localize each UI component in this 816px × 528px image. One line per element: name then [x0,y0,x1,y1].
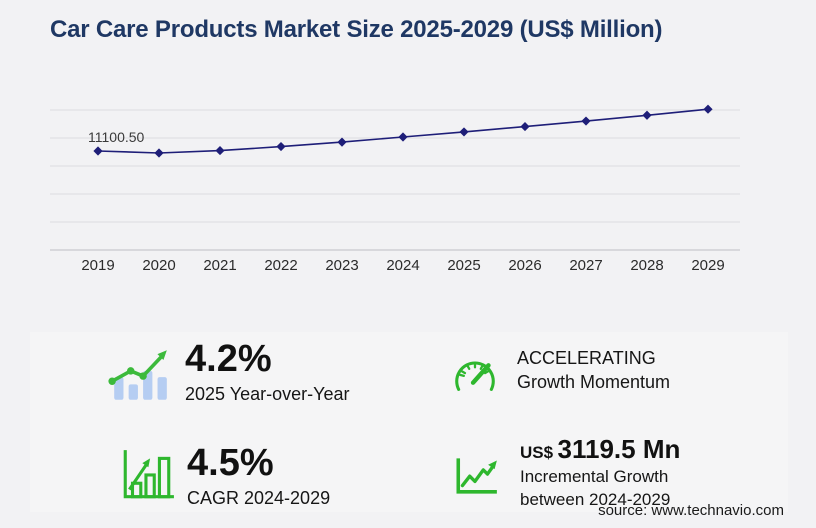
data-point-marker [93,146,103,156]
x-axis-label: 2025 [447,257,480,274]
data-point-marker [459,127,469,137]
incremental-currency: US$ [520,443,554,462]
page-title: Car Care Products Market Size 2025-2029 … [50,16,663,43]
x-axis-label: 2023 [325,257,358,274]
data-point-marker [398,132,408,142]
momentum-line1: ACCELERATING [517,348,656,368]
incremental-line2: between 2024-2029 [520,490,671,509]
stat-incremental: US$ 3119.5 Mn Incremental Growth between… [520,434,680,511]
x-axis-label: 2029 [691,257,724,274]
x-axis-label: 2021 [203,257,236,274]
data-point-marker [215,145,225,156]
yoy-value: 4.2% [185,338,272,380]
data-point-marker [337,137,347,147]
source-credit: source: www.technavio.com [598,502,784,519]
stats-panel: 4.2% 2025 Year-over-Year 4.5% CAGR 2024-… [30,332,788,512]
data-label: 11100.50 [88,129,145,145]
data-point-marker [154,148,164,158]
x-axis-label: 2026 [508,257,541,274]
bar-growth-arrow-icon [118,448,176,509]
line-growth-arrow-icon [452,448,500,501]
data-point-marker [642,110,652,120]
stat-momentum: ACCELERATING Growth Momentum [517,346,670,394]
stat-yoy: 4.2% 2025 Year-over-Year [185,338,349,406]
cagr-value: 4.5% [187,442,274,484]
stat-cagr: 4.5% CAGR 2024-2029 [187,442,330,510]
x-axis-label: 2028 [630,257,663,274]
bar-trend-icon [108,346,172,407]
x-axis-label: 2027 [569,257,602,274]
market-size-chart: 2019 2020 2021 2022 2023 2024 2025 2026 2027 2028… [0,70,816,285]
incremental-value-row: US$ 3119.5 Mn [520,434,680,465]
incremental-line1: Incremental Growth [520,467,669,486]
yoy-label: 2025 Year-over-Year [185,384,350,404]
x-axis-label: 2024 [386,257,419,274]
data-point-marker [703,104,713,114]
data-point-marker [581,116,591,126]
line-chart-canvas: 2019 2020 2021 2022 2023 2024 2025 2026 2027 2028… [50,104,740,274]
speedometer-icon [450,352,500,403]
data-point-marker [276,141,286,152]
incremental-value: 3119.5 Mn [557,434,681,464]
series-line [97,108,709,154]
momentum-line2: Growth Momentum [517,372,671,392]
cagr-label: CAGR 2024-2029 [187,488,331,508]
x-axis-label: 2019 [81,257,114,274]
x-axis-label: 2022 [264,257,297,274]
x-axis-label: 2020 [142,257,175,274]
data-point-marker [520,121,530,132]
